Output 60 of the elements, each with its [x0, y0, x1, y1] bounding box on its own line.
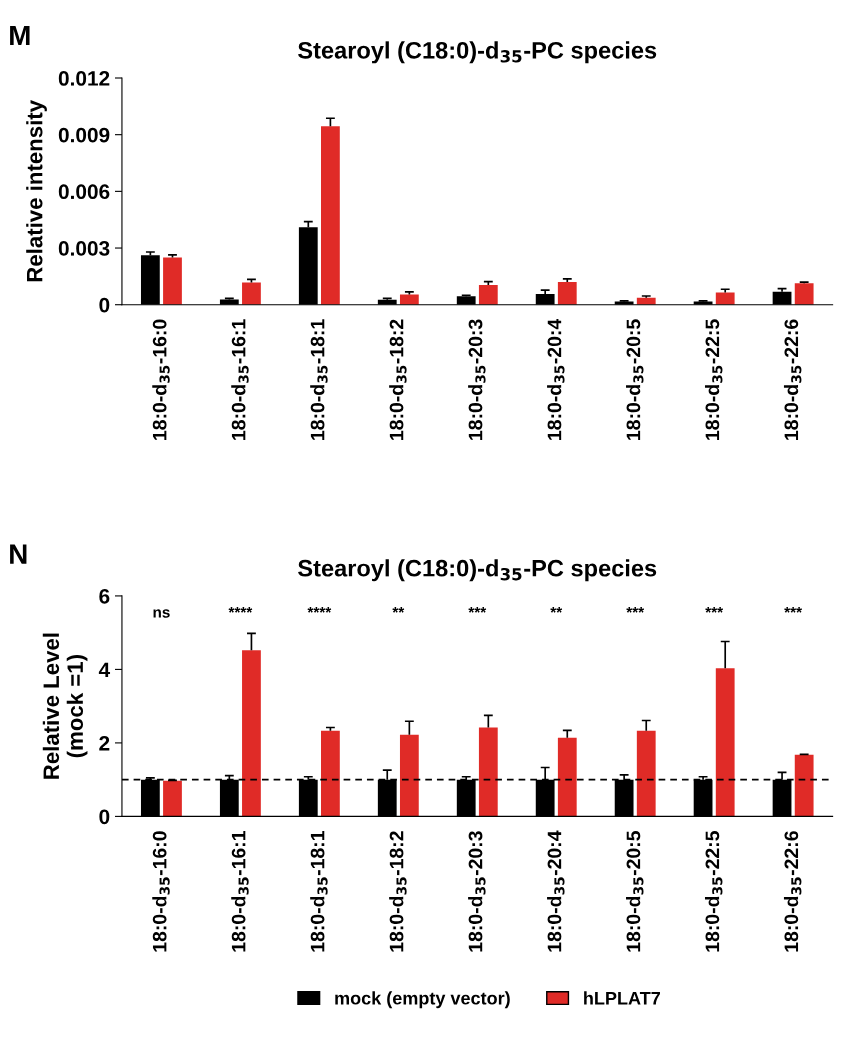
bar [636, 730, 656, 817]
y-tick-label: 4 [98, 662, 111, 677]
y-tick-label: 6 [99, 588, 110, 604]
x-tick-label: 18:0-d$_{35}$-22:6 [783, 831, 802, 952]
x-tick-label: 18:0-d$_{35}$-22:5 [704, 831, 723, 952]
bar [242, 282, 261, 305]
bar [557, 737, 577, 817]
legend-label: hLPLAT7 [584, 991, 660, 1005]
annotation: ** [550, 607, 563, 613]
bar [163, 257, 182, 305]
annotation: **** [307, 607, 332, 613]
annotation: *** [784, 607, 803, 613]
chart-title: Stearoyl (C18:0)-d$_{35}$-PC species [298, 41, 657, 64]
bar [163, 780, 182, 817]
x-tick-label: 18:0-d$_{35}$-20:5 [626, 319, 644, 440]
y-axis-title: Relative Level (mock =1) [42, 633, 88, 779]
annotation: *** [468, 607, 487, 613]
annotation: **** [228, 607, 253, 613]
bar [478, 284, 498, 305]
bar [794, 754, 814, 817]
x-tick-label: 18:0-d$_{35}$-20:5 [626, 831, 644, 952]
x-tick-label: 18:0-d$_{35}$-16:0 [152, 319, 170, 440]
text: N [10, 544, 27, 564]
legend-label: mock (empty vector) [335, 991, 510, 1009]
bar [715, 668, 735, 817]
x-tick-label: 18:0-d$_{35}$-18:2 [389, 319, 407, 440]
x-tick-label: 18:0-d$_{35}$-16:1 [231, 831, 249, 952]
y-tick-label: 0.006 [58, 184, 110, 200]
annotation: ** [392, 607, 405, 613]
bar [557, 282, 577, 305]
annotation: *** [626, 607, 645, 613]
bar [715, 292, 735, 305]
x-tick-label: 18:0-d$_{35}$-22:5 [704, 319, 723, 440]
annotation: *** [705, 607, 724, 613]
chart-title: Stearoyl (C18:0)-d$_{35}$-PC species [298, 559, 657, 582]
x-tick-label: 18:0-d$_{35}$-16:1 [231, 319, 249, 440]
bar [399, 734, 419, 817]
bar [478, 727, 498, 817]
x-tick-label: 18:0-d$_{35}$-20:4 [547, 830, 565, 952]
x-tick-label: 18:0-d$_{35}$-22:6 [783, 319, 802, 440]
bar [794, 283, 814, 305]
x-tick-label: 18:0-d$_{35}$-18:1 [310, 831, 328, 952]
x-tick-label: 18:0-d$_{35}$-20:3 [468, 831, 486, 952]
y-axis-title: Relative intensity [26, 100, 47, 282]
bar [321, 126, 340, 305]
bar [242, 650, 261, 817]
text: M [10, 25, 30, 46]
annotation: ns [153, 609, 170, 618]
bar [321, 730, 340, 817]
y-tick-label: 2 [99, 735, 110, 751]
x-tick-label: 18:0-d$_{35}$-18:2 [389, 831, 407, 952]
y-tick-label: 0 [99, 809, 110, 825]
x-tick-label: 18:0-d$_{35}$-16:0 [152, 831, 170, 952]
x-tick-label: 18:0-d$_{35}$-20:4 [547, 318, 565, 440]
y-tick-label: 0.009 [58, 127, 110, 143]
x-tick-label: 18:0-d$_{35}$-18:1 [310, 319, 328, 440]
x-tick-label: 18:0-d$_{35}$-20:3 [468, 319, 486, 440]
y-tick-label: 0.012 [58, 71, 110, 86]
y-tick-label: 0 [99, 297, 110, 313]
y-tick-label: 0.003 [58, 241, 110, 256]
